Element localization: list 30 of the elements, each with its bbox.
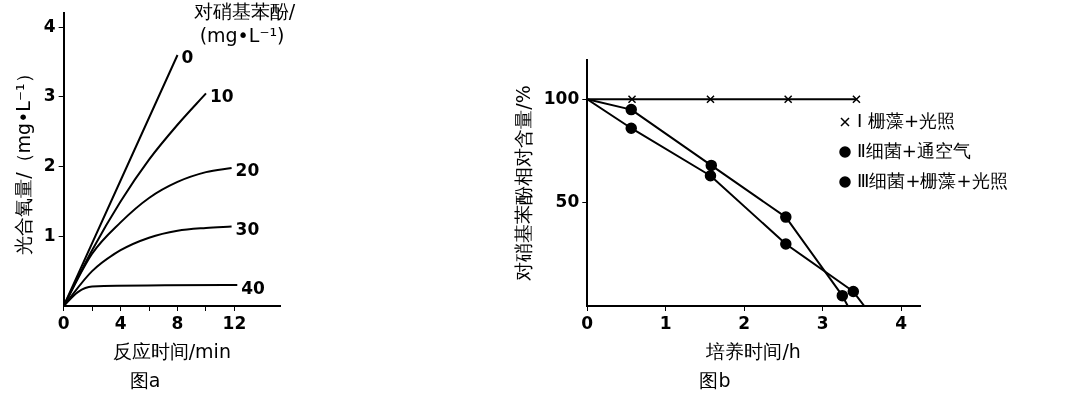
y-tick-label: 3	[43, 85, 56, 106]
y-axis-title: 光合氧量/（mg•L⁻¹）	[12, 64, 35, 255]
series-label: 40	[241, 277, 266, 298]
text: 图b	[699, 368, 731, 391]
x-tick-label: 12	[222, 312, 247, 333]
text: 图a	[129, 368, 161, 391]
x-tick-label: 0	[581, 312, 594, 333]
x-tick-label: 0	[57, 312, 70, 333]
series-label: 0	[181, 47, 194, 68]
x-tick-label: 1	[659, 312, 672, 333]
series-label: 10	[209, 85, 234, 106]
y-tick-label: 2	[43, 154, 56, 175]
legend-label: Ⅰ 栅藻+光照	[857, 109, 956, 131]
x-axis-title: 培养时间/h	[705, 339, 801, 362]
x-tick-label: 8	[171, 312, 184, 333]
x-tick-label: 3	[816, 312, 829, 333]
x-axis-title: 反应时间/min	[112, 339, 231, 362]
legend-label: Ⅲ细菌+栅藻+光照	[857, 169, 1008, 191]
series-label: 20	[235, 160, 260, 181]
y-tick-label: 1	[43, 224, 56, 245]
series-label: 30	[235, 218, 260, 239]
legend-label: Ⅱ细菌+通空气	[857, 139, 971, 161]
y-axis-title: 对硝基苯酚相对含量/%	[512, 85, 535, 281]
y-tick-label: 50	[555, 191, 580, 212]
legend-title: 对硝基苯酚/(mg•L⁻¹)	[193, 0, 296, 47]
x-tick-label: 4	[895, 312, 908, 333]
x-tick-label: 4	[114, 312, 127, 333]
x-tick-label: 2	[738, 312, 751, 333]
y-tick-label: 4	[43, 15, 56, 36]
y-tick-label: 100	[543, 87, 580, 108]
